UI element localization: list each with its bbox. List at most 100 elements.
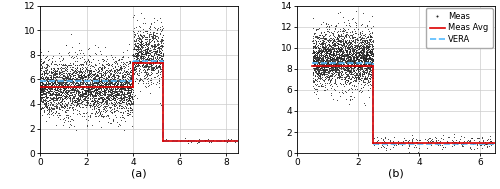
Point [72, 77, 80, 81]
Point [64, 84, 72, 87]
Point [335, 54, 343, 57]
Point [44, 90, 52, 93]
Point [98, 98, 106, 101]
Point [82, 61, 90, 64]
Point [344, 45, 352, 48]
Point [350, 50, 358, 53]
Point [134, 41, 142, 44]
Point [44, 82, 52, 85]
Point [328, 65, 336, 68]
Point [42, 92, 50, 95]
Point [368, 50, 376, 53]
Point [358, 59, 366, 62]
Point [68, 68, 76, 71]
Point [79, 86, 87, 89]
Point [146, 44, 154, 47]
Point [354, 57, 362, 60]
Point [125, 94, 133, 97]
Point [68, 93, 76, 96]
Point [104, 105, 112, 108]
Point [100, 75, 108, 78]
Point [326, 60, 334, 63]
Point [340, 76, 348, 79]
Point [325, 56, 333, 59]
Point [51, 111, 59, 114]
Point [130, 47, 138, 50]
Point [103, 108, 111, 111]
Point [117, 106, 125, 109]
Point [348, 56, 356, 59]
Point [150, 40, 158, 43]
Point [64, 100, 72, 103]
Point [124, 68, 132, 71]
Point [55, 71, 63, 74]
Point [101, 86, 109, 89]
Point [49, 97, 57, 100]
Point [318, 63, 326, 66]
Point [368, 62, 376, 65]
Point [150, 69, 158, 72]
Point [62, 81, 70, 84]
Point [352, 61, 360, 64]
Point [330, 62, 338, 65]
Point [362, 43, 370, 46]
Point [44, 106, 52, 109]
Point [316, 49, 324, 52]
Point [60, 80, 68, 83]
Point [336, 43, 344, 46]
Point [83, 68, 91, 71]
Point [114, 90, 122, 93]
Point [310, 80, 318, 83]
Point [360, 60, 368, 64]
Point [356, 79, 364, 82]
Point [118, 84, 126, 87]
Point [326, 53, 334, 56]
Point [143, 69, 151, 72]
Point [122, 102, 130, 105]
Point [106, 81, 114, 84]
Point [78, 102, 86, 105]
Point [44, 85, 52, 88]
Point [52, 72, 60, 75]
Point [114, 88, 122, 91]
Point [92, 73, 100, 76]
Point [348, 63, 356, 66]
Point [112, 84, 120, 87]
Point [149, 60, 157, 63]
Point [362, 53, 370, 56]
Point [139, 52, 147, 55]
Point [112, 79, 120, 82]
Point [54, 87, 62, 90]
Point [93, 73, 101, 76]
Point [312, 72, 320, 75]
Point [158, 38, 166, 41]
Point [334, 57, 342, 60]
Point [61, 91, 69, 94]
Point [68, 78, 76, 81]
Point [483, 139, 491, 142]
Point [62, 98, 70, 101]
Point [84, 73, 92, 76]
Point [56, 80, 64, 83]
Point [360, 55, 368, 58]
Point [136, 32, 144, 35]
Point [102, 113, 110, 116]
Point [352, 22, 360, 25]
Point [316, 42, 324, 45]
Point [94, 104, 102, 107]
Point [46, 89, 54, 92]
Point [44, 100, 52, 103]
Point [119, 105, 127, 108]
Point [117, 78, 125, 81]
Point [368, 59, 376, 62]
Point [37, 60, 45, 63]
Point [91, 68, 99, 71]
Point [64, 86, 72, 89]
Point [86, 84, 94, 87]
Point [124, 91, 132, 94]
Point [91, 101, 99, 104]
Point [72, 81, 80, 84]
Point [84, 93, 92, 96]
Point [365, 62, 373, 65]
Point [108, 74, 116, 77]
